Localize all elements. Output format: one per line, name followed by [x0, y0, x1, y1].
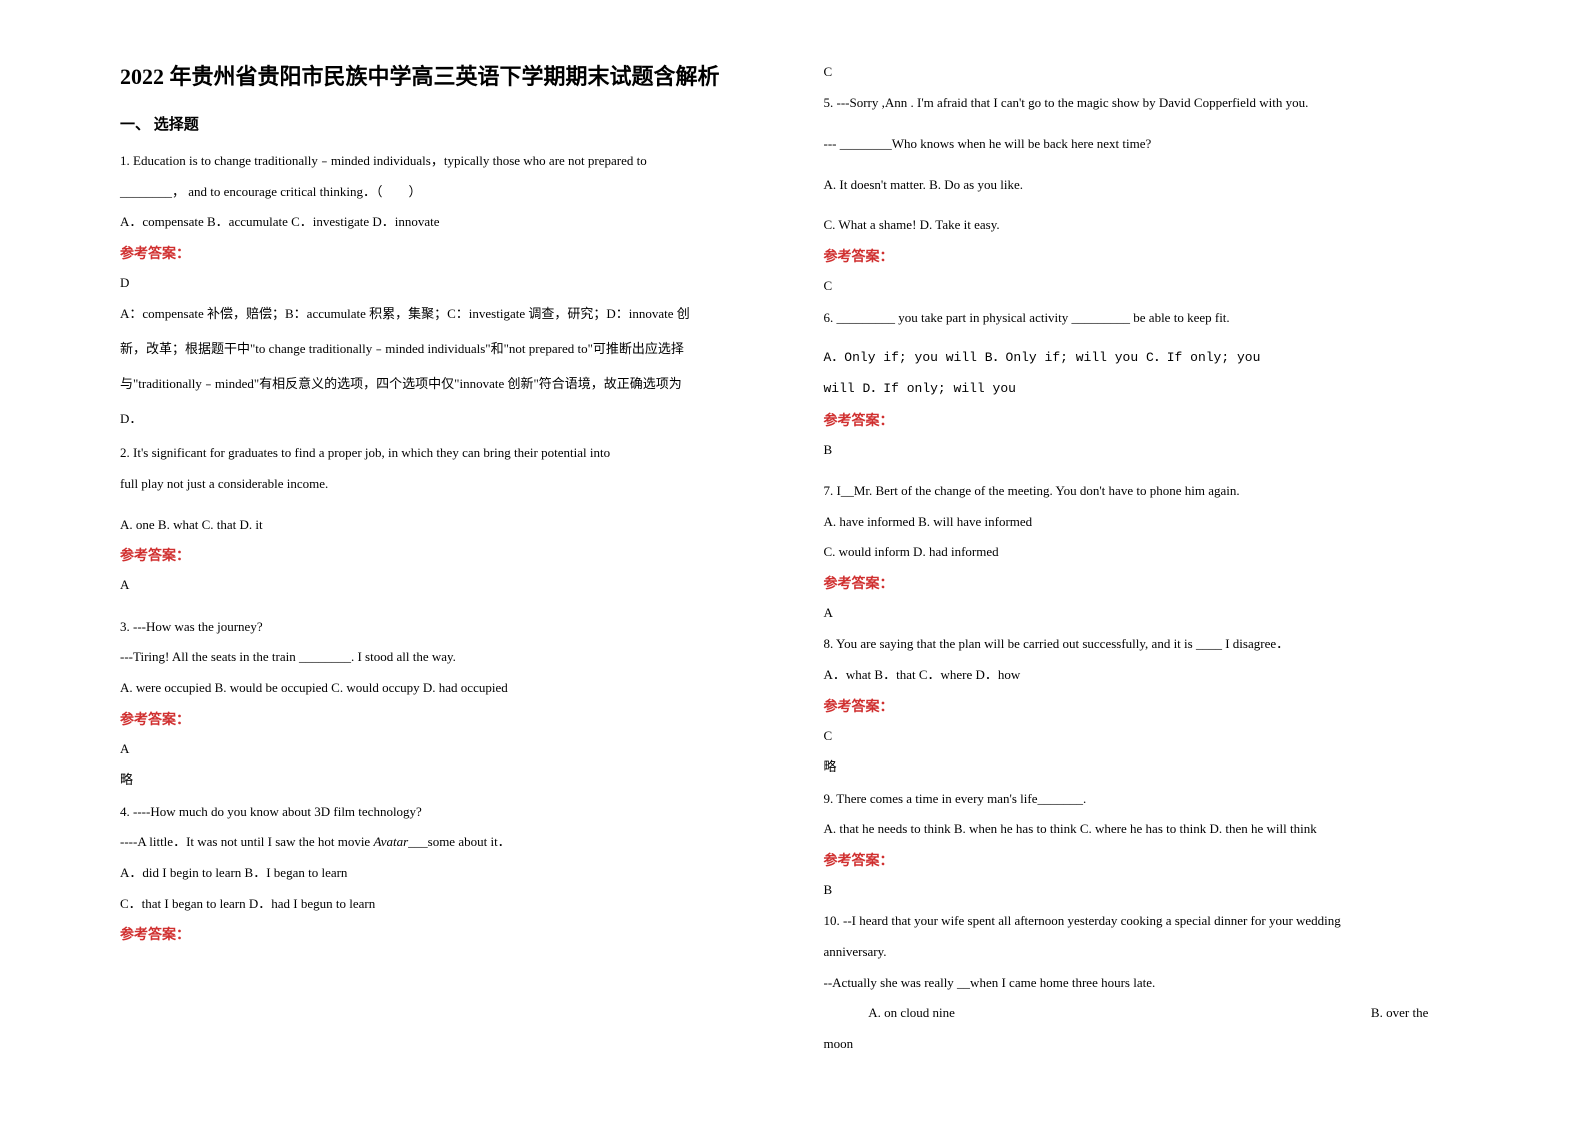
q2-answer: A: [120, 573, 764, 596]
q3-omit: 略: [120, 768, 764, 791]
q4-answer: C: [824, 60, 1468, 83]
q3-text-2: ---Tiring! All the seats in the train __…: [120, 645, 764, 670]
q1-options: A．compensate B．accumulate C．investigate …: [120, 210, 764, 235]
q6-answer: B: [824, 438, 1468, 461]
q4-line2-italic: Avatar: [373, 834, 408, 849]
q10-text-1: 10. --I heard that your wife spent all a…: [824, 909, 1468, 934]
q8-omit: 略: [824, 755, 1468, 778]
q2-answer-label: 参考答案：: [120, 545, 764, 565]
q5-options-2: C. What a shame! D. Take it easy.: [824, 213, 1468, 238]
q2-text-1: 2. It's significant for graduates to fin…: [120, 441, 764, 466]
q8-text-1: 8. You are saying that the plan will be …: [824, 632, 1468, 657]
q4-options-1: A．did I begin to learn B．I began to lear…: [120, 861, 764, 886]
q5-answer: C: [824, 274, 1468, 297]
q1-answer-label: 参考答案：: [120, 243, 764, 263]
q1-explain-3: 与"traditionally﹣minded"有相反意义的选项，四个选项中仅"i…: [120, 372, 764, 397]
q1-text-1: 1. Education is to change traditionally﹣…: [120, 149, 764, 174]
q6-options-1: A．Only if; you will B．Only if; will you …: [824, 346, 1468, 371]
document-title: 2022 年贵州省贵阳市民族中学高三英语下学期期末试题含解析: [120, 60, 764, 93]
q6-text-1: 6. _________ you take part in physical a…: [824, 306, 1468, 331]
q9-options: A. that he needs to think B. when he has…: [824, 817, 1468, 842]
q7-options-2: C. would inform D. had informed: [824, 540, 1468, 565]
q1-explain-2: 新，改革；根据题干中"to change traditionally﹣minde…: [120, 337, 764, 362]
q4-text-1: 4. ----How much do you know about 3D fil…: [120, 800, 764, 825]
q5-text-2: --- ________Who knows when he will be ba…: [824, 132, 1468, 157]
q2-options: A. one B. what C. that D. it: [120, 513, 764, 538]
q9-answer-label: 参考答案：: [824, 850, 1468, 870]
q10-options-2: moon: [824, 1032, 1468, 1057]
left-column: 2022 年贵州省贵阳市民族中学高三英语下学期期末试题含解析 一、 选择题 1.…: [100, 60, 794, 1062]
q10-options-1: A. on cloud nine B. over the: [824, 1001, 1468, 1026]
q3-options: A. were occupied B. would be occupied C.…: [120, 676, 764, 701]
q5-options-1: A. It doesn't matter. B. Do as you like.: [824, 173, 1468, 198]
right-column: C 5. ---Sorry ,Ann . I'm afraid that I c…: [794, 60, 1488, 1062]
q4-line2-a: ----A little．It was not until I saw the …: [120, 834, 373, 849]
q8-options: A．what B．that C．where D．how: [824, 663, 1468, 688]
q5-text-1: 5. ---Sorry ,Ann . I'm afraid that I can…: [824, 91, 1468, 116]
q5-answer-label: 参考答案：: [824, 246, 1468, 266]
q8-answer-label: 参考答案：: [824, 696, 1468, 716]
q3-text-1: 3. ---How was the journey?: [120, 615, 764, 640]
q4-line2-b: ___some about it．: [408, 834, 511, 849]
q10-text-3: --Actually she was really __when I came …: [824, 971, 1468, 996]
q1-answer: D: [120, 271, 764, 294]
q2-text-2: full play not just a considerable income…: [120, 472, 764, 497]
q7-answer-label: 参考答案：: [824, 573, 1468, 593]
q6-answer-label: 参考答案：: [824, 410, 1468, 430]
q4-answer-label: 参考答案：: [120, 924, 764, 944]
q4-options-2: C．that I began to learn D．had I begun to…: [120, 892, 764, 917]
q7-options-1: A. have informed B. will have informed: [824, 510, 1468, 535]
q6-options-2: will D．If only; will you: [824, 377, 1468, 402]
q7-text-1: 7. I__Mr. Bert of the change of the meet…: [824, 479, 1468, 504]
q4-text-2: ----A little．It was not until I saw the …: [120, 830, 764, 855]
q1-text-2: ________， and to encourage critical thin…: [120, 180, 764, 205]
q9-answer: B: [824, 878, 1468, 901]
q3-answer-label: 参考答案：: [120, 709, 764, 729]
q9-text-1: 9. There comes a time in every man's lif…: [824, 787, 1468, 812]
section-heading: 一、 选择题: [120, 113, 764, 134]
q10-text-2: anniversary.: [824, 940, 1468, 965]
q8-answer: C: [824, 724, 1468, 747]
q1-explain-4: D．: [120, 407, 764, 432]
q7-answer: A: [824, 601, 1468, 624]
q3-answer: A: [120, 737, 764, 760]
q1-explain-1: A：compensate 补偿，赔偿；B：accumulate 积累，集聚；C：…: [120, 302, 764, 327]
